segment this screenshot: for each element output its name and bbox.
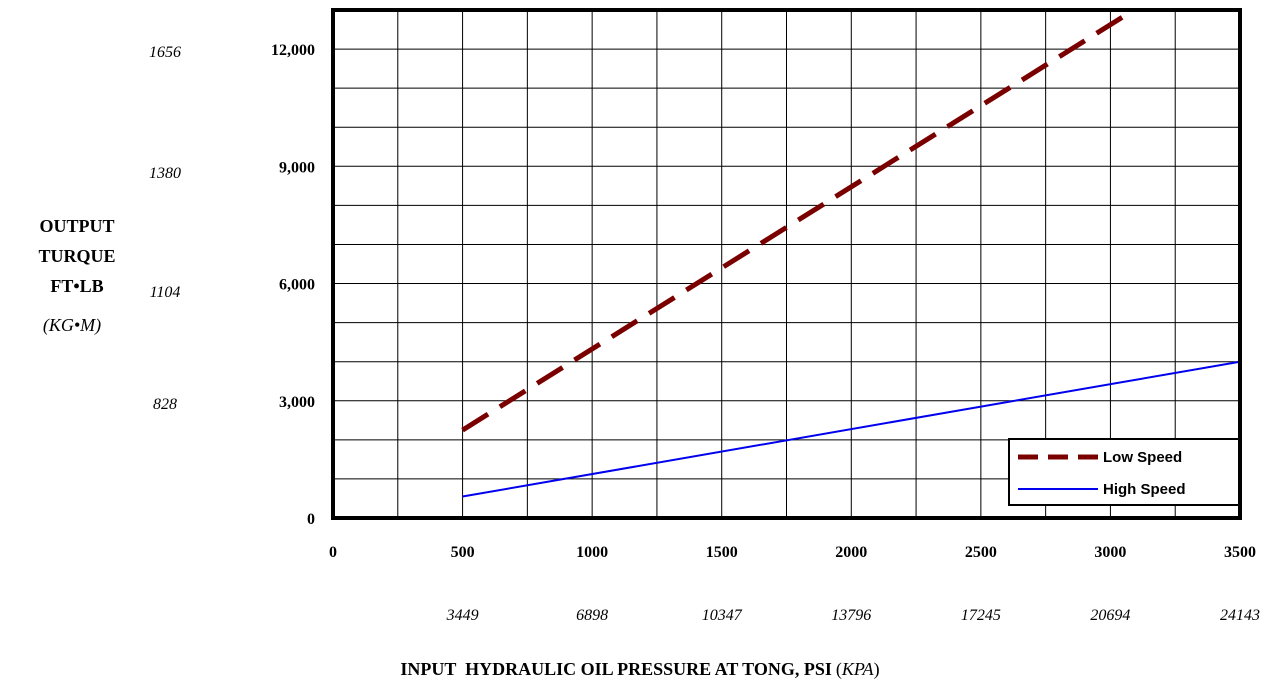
- x-tick-label: 2500: [965, 544, 997, 561]
- x-tick-label: 1500: [706, 544, 738, 561]
- x-axis-title: INPUT HYDRAULIC OIL PRESSURE AT TONG, PS…: [400, 659, 831, 679]
- x-secondary-tick-label: 10347: [702, 607, 743, 624]
- y-tick-label: 3,000: [279, 394, 315, 411]
- legend-label-low-speed: Low Speed: [1103, 449, 1182, 466]
- legend-box: [1008, 438, 1240, 506]
- x-tick-label: 500: [451, 544, 475, 561]
- series-line-low-speed: [461, 10, 1139, 433]
- y-secondary-tick-label: 1104: [150, 284, 181, 301]
- y-secondary-tick-label: 828: [153, 396, 177, 413]
- y-axis-title-line-2: TURQUE: [38, 246, 115, 266]
- y-axis-secondary-unit: (KG•M): [43, 315, 101, 336]
- series-line-high-speed: [462, 360, 1240, 498]
- x-axis-title-group: INPUT HYDRAULIC OIL PRESSURE AT TONG, PS…: [400, 659, 879, 680]
- series-group: [461, 10, 1240, 498]
- x-tick-label: 3000: [1094, 544, 1126, 561]
- x-secondary-tick-label: 3449: [446, 607, 479, 624]
- plot-frame: [331, 8, 1242, 520]
- legend-label-high-speed: High Speed: [1103, 481, 1186, 498]
- tick-labels: 0 3,000 6,000 9,000 12,000 0 500 1000 1500 2000 25…: [149, 42, 1260, 624]
- y-tick-label: 12,000: [271, 42, 315, 59]
- y-secondary-tick-label: 1656: [149, 44, 181, 61]
- x-secondary-tick-label: 24143: [1220, 607, 1260, 624]
- legend: Low Speed High Speed: [1008, 438, 1240, 506]
- x-tick-label: 3500: [1224, 544, 1256, 561]
- x-tick-label: 0: [329, 544, 337, 561]
- x-secondary-tick-label: 20694: [1090, 607, 1130, 624]
- x-tick-label: 1000: [576, 544, 608, 561]
- y-tick-label: 6,000: [279, 277, 315, 294]
- y-secondary-tick-label: 1380: [149, 165, 181, 182]
- x-secondary-tick-label: 17245: [961, 607, 1001, 624]
- y-axis-title-line-1: OUTPUT: [39, 216, 114, 236]
- x-secondary-tick-label: 6898: [576, 607, 608, 624]
- x-axis-secondary-unit: (KPA): [836, 659, 880, 680]
- y-tick-label: 0: [307, 511, 315, 528]
- y-tick-label: 9,000: [279, 159, 315, 176]
- x-secondary-tick-label: 13796: [831, 607, 871, 624]
- y-axis-title-line-3: FT•LB: [50, 276, 103, 296]
- x-tick-label: 2000: [835, 544, 867, 561]
